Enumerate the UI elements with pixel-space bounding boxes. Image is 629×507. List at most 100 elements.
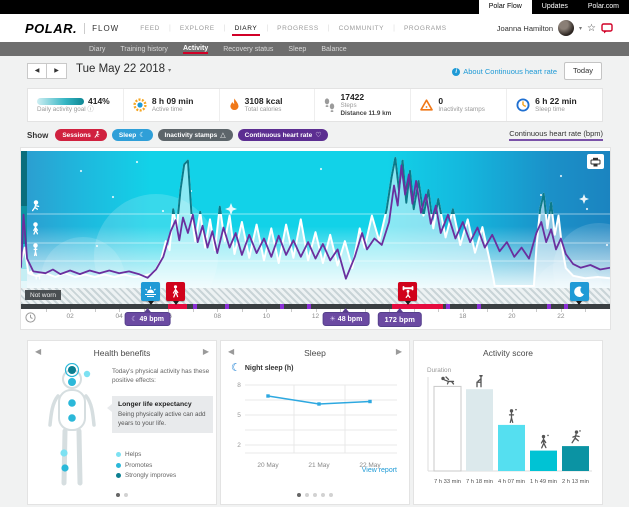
page-dot[interactable]	[321, 493, 325, 497]
nav-item-programs[interactable]: PROGRAMS	[403, 25, 447, 32]
sleep-point	[266, 394, 270, 398]
benefit-body: Being physically active can add years to…	[118, 411, 206, 428]
strength-session-badge[interactable]	[398, 282, 418, 301]
filter-pill-sleep[interactable]: Sleep ☾	[111, 129, 153, 141]
continuous-hr-chart[interactable]	[21, 151, 610, 288]
page-dot[interactable]	[124, 493, 128, 497]
subnav-diary[interactable]: Diary	[89, 46, 106, 53]
nav-item-progress[interactable]: PROGRESS	[277, 25, 319, 32]
next-benefit-arrow[interactable]: ▶	[202, 347, 209, 356]
today-button[interactable]: Today	[564, 62, 602, 80]
score-bar-label: 1 h 49 min	[530, 479, 557, 485]
walking-session-badge[interactable]	[166, 282, 186, 301]
subnav-recovery-status[interactable]: Recovery status	[223, 46, 274, 53]
sleep-pagination	[221, 493, 409, 497]
benefit-dot-strong[interactable]	[68, 366, 76, 374]
tab-polar-com[interactable]: Polar.com	[587, 3, 619, 10]
date-row: ◀ ▶ Tue May 22 2018 ▾ i About Continuous h…	[0, 60, 629, 84]
divider: |	[266, 24, 269, 32]
page-dot[interactable]	[305, 493, 309, 497]
filter-pill-chr[interactable]: Continuous heart rate ♡	[237, 129, 329, 141]
subnav-training-history[interactable]: Training history	[120, 46, 168, 53]
avatar[interactable]	[558, 20, 575, 36]
divider	[84, 22, 86, 34]
inactivity-triangle-icon	[420, 99, 434, 111]
hr-timeline-mark	[547, 304, 552, 309]
moon-icon: ☾	[231, 362, 241, 374]
about-chr-link[interactable]: i About Continuous heart rate	[452, 67, 557, 76]
duration-label: Duration	[427, 367, 452, 374]
benefit-dot[interactable]	[60, 449, 68, 457]
night-sleep-chart[interactable]: 8 5 2 20 May 21 May 22 May	[229, 375, 405, 471]
health-benefits-title: Health benefits	[93, 348, 151, 358]
standing-icon	[508, 408, 517, 424]
benefit-dot[interactable]	[68, 399, 76, 407]
nav-item-feed[interactable]: FEED	[140, 25, 160, 32]
filter-pill-sessions[interactable]: Sessions	[55, 129, 107, 141]
score-bar-lying	[433, 385, 462, 472]
badge-pointer	[404, 301, 411, 305]
score-bar-label: 4 h 07 min	[498, 479, 525, 485]
summary-sleep-time: 6 h 22 min Sleep time	[506, 89, 602, 121]
tab-updates[interactable]: Updates	[541, 3, 568, 10]
view-report-link[interactable]: View report	[361, 467, 397, 474]
axis-tick-label: 18	[459, 313, 467, 320]
date-selector[interactable]: Tue May 22 2018 ▾	[76, 63, 171, 75]
favorite-star-icon[interactable]: ☆	[587, 22, 596, 34]
flame-icon	[230, 98, 239, 111]
axis-tick	[315, 309, 317, 312]
subnav-sleep[interactable]: Sleep	[288, 46, 307, 53]
axis-tick-label: 10	[262, 313, 271, 320]
prev-benefit-arrow[interactable]: ◀	[35, 347, 42, 356]
chevron-down-icon[interactable]: ▾	[579, 25, 583, 32]
page-dot[interactable]	[313, 493, 317, 497]
moon-badge[interactable]	[569, 282, 589, 301]
nav-item-community[interactable]: COMMUNITY	[338, 25, 385, 32]
benefit-dot[interactable]	[83, 370, 91, 378]
benefit-dot[interactable]	[68, 414, 76, 422]
svg-text:8: 8	[237, 382, 241, 389]
axis-tick	[119, 309, 121, 312]
next-day-button[interactable]: ▶	[47, 63, 67, 79]
sunrise-badge[interactable]	[141, 282, 161, 301]
score-bar-walking	[530, 450, 557, 471]
axis-tick	[511, 309, 513, 312]
prev-day-button[interactable]: ◀	[27, 63, 47, 79]
polar-logo[interactable]: POLAR.	[25, 20, 78, 36]
session-timeline-segment[interactable]	[391, 304, 443, 309]
inactivity-label: Inactivity stamps	[438, 106, 485, 114]
axis-tick	[241, 309, 243, 312]
benefit-dot[interactable]	[68, 378, 76, 386]
badge-pointer	[147, 301, 154, 305]
benefit-dot[interactable]	[61, 464, 69, 472]
axis-tick	[585, 309, 587, 312]
moon-icon: ☾	[131, 316, 138, 323]
subnav-balance[interactable]: Balance	[321, 46, 347, 53]
print-chart-button[interactable]	[587, 154, 604, 169]
page-dot[interactable]	[297, 493, 301, 497]
subnav-activity[interactable]: Activity	[182, 45, 209, 54]
axis-tick	[217, 309, 219, 312]
divider: |	[393, 24, 395, 32]
user-name[interactable]: Joanna Hamilton	[496, 23, 554, 33]
footsteps-icon	[325, 97, 335, 112]
feedback-icon[interactable]	[601, 22, 613, 34]
prev-sleep-arrow[interactable]: ◀	[228, 347, 235, 356]
hr-timeline-mark	[307, 304, 312, 309]
chr-axis-label[interactable]: Continuous heart rate (bpm)	[509, 129, 603, 141]
filter-pill-inactivity[interactable]: Inactivity stamps △	[157, 129, 233, 141]
tab-polar-flow[interactable]: Polar Flow	[478, 0, 532, 14]
nav-item-explore[interactable]: EXPLORE	[179, 25, 215, 32]
hr-timeline-mark	[225, 304, 230, 309]
day-min-hr-pill[interactable]: ☀ 48 bpm	[322, 312, 370, 326]
activity-score-chart[interactable]: 7 h 33 min 7 h 18 min 4 h 07 min 1 h 49 min…	[422, 375, 598, 499]
top-bar: Polar Flow Updates Polar.com	[0, 0, 629, 14]
page-dot[interactable]	[329, 493, 333, 497]
nav-item-diary[interactable]: DIARY	[231, 21, 261, 36]
page-dot[interactable]	[116, 493, 120, 497]
session-timeline-segment[interactable]	[167, 304, 188, 309]
max-hr-pill[interactable]: 172 bpm	[377, 312, 422, 327]
steps-value: 17422	[340, 91, 365, 102]
next-sleep-arrow[interactable]: ▶	[395, 347, 402, 356]
sleep-min-hr-pill[interactable]: ☾ 49 bpm	[124, 312, 172, 326]
